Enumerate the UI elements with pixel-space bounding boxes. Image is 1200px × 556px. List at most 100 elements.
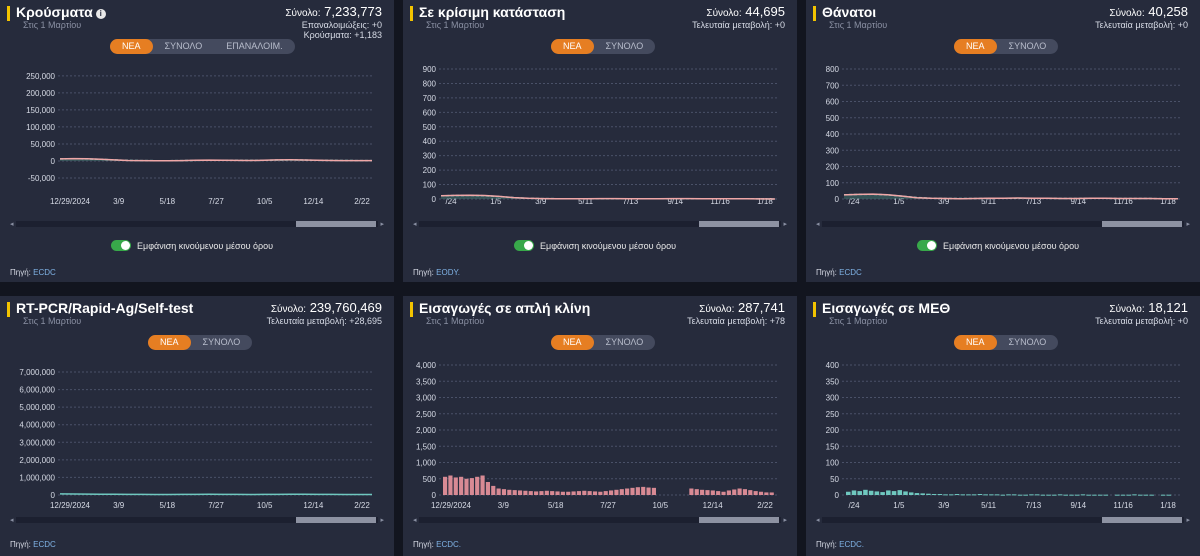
bar: [576, 491, 582, 495]
y-tick-label: 150,000: [26, 106, 55, 115]
toggle-switch[interactable]: [111, 240, 131, 251]
total-value: 18,121: [1148, 300, 1188, 315]
tab-total[interactable]: ΣΥΝΟΛΟ: [605, 41, 644, 51]
bar: [931, 494, 937, 496]
y-tick-label: 50,000: [31, 140, 56, 149]
bar: [977, 494, 983, 496]
total-value: 44,695: [745, 4, 785, 19]
x-tick-label: 1/5: [893, 501, 905, 510]
scroll-thumb[interactable]: [1102, 221, 1182, 227]
bar: [625, 488, 630, 495]
bar: [1103, 494, 1109, 496]
bar: [635, 487, 640, 495]
moving-average-toggle[interactable]: Εμφάνιση κινούμενου μέσου όρου: [514, 240, 676, 251]
x-tick-label: 12/14: [303, 197, 324, 206]
toggle-switch[interactable]: [514, 240, 534, 251]
chart-scrollbar[interactable]: ◂ ▸: [10, 220, 384, 228]
chart-scrollbar[interactable]: ◂ ▸: [816, 516, 1190, 524]
y-tick-label: 400: [826, 130, 840, 139]
scroll-thumb[interactable]: [1102, 517, 1182, 523]
source-link[interactable]: ECDC: [33, 268, 56, 277]
scroll-left-icon: ◂: [10, 517, 14, 524]
x-tick-label: /24: [848, 501, 860, 510]
source-link[interactable]: ECDC: [839, 268, 862, 277]
moving-average-toggle[interactable]: Εμφάνιση κινούμενου μέσου όρου: [917, 240, 1079, 251]
bar: [464, 478, 469, 495]
bar: [1017, 494, 1023, 496]
bar: [868, 490, 874, 495]
bar: [732, 489, 737, 495]
bar: [689, 488, 694, 495]
source-link[interactable]: ECDC: [33, 540, 56, 549]
y-tick-label: 500: [423, 123, 437, 132]
source-link[interactable]: EODY.: [436, 268, 461, 277]
tab-new[interactable]: ΝΕΑ: [954, 335, 997, 350]
y-tick-label: 800: [423, 79, 437, 88]
scroll-left-icon: ◂: [816, 221, 820, 228]
y-tick-label: 3,000,000: [19, 438, 55, 447]
toggle-switch[interactable]: [917, 240, 937, 251]
x-tick-label: 9/14: [1070, 197, 1086, 206]
bar: [908, 492, 914, 495]
tab-new[interactable]: ΝΕΑ: [148, 335, 191, 350]
bar: [937, 494, 943, 496]
scroll-thumb[interactable]: [296, 517, 376, 523]
y-tick-label: 500: [826, 114, 840, 123]
x-tick-label: 7/13: [1026, 197, 1042, 206]
chart-scrollbar[interactable]: ◂ ▸: [413, 220, 787, 228]
bar: [748, 490, 753, 495]
tab-new[interactable]: ΝΕΑ: [551, 39, 594, 54]
source-link[interactable]: ECDC.: [839, 540, 865, 549]
info-icon[interactable]: i: [95, 9, 106, 19]
y-tick-label: 500: [423, 475, 437, 484]
tab-total[interactable]: ΣΥΝΟΛΟ: [605, 337, 644, 347]
bar: [710, 490, 715, 495]
bar: [1080, 494, 1086, 496]
title-accent: [813, 302, 816, 317]
tab-new[interactable]: ΝΕΑ: [110, 39, 153, 54]
bar: [517, 490, 523, 495]
x-tick-label: 7/27: [208, 197, 224, 206]
critical-card: 0 100 200 300 400 500 600 700 800 900/24 1/5 3/9 5/1…: [403, 0, 797, 282]
x-tick-label: 1/5: [490, 197, 502, 206]
chart-svg: 0 100 200 300 400 500 600 700 800 900/24 1/5 3/9 5/1…: [423, 65, 777, 206]
tab-total[interactable]: ΣΥΝΟΛΟ: [1008, 41, 1047, 51]
bar: [943, 494, 948, 496]
y-tick-label: 3,000: [416, 394, 437, 403]
x-tick-label: 2/22: [757, 501, 773, 510]
x-tick-label: 7/27: [600, 501, 616, 510]
source-link[interactable]: ECDC.: [436, 540, 462, 549]
x-tick-label: 3/9: [938, 197, 950, 206]
bar: [501, 489, 507, 495]
bar: [1029, 494, 1034, 496]
scroll-thumb[interactable]: [296, 221, 376, 227]
last-change-stat: Τελευταία μεταβολή: +0: [1095, 316, 1188, 326]
title-accent: [410, 302, 413, 317]
x-tick-label: /24: [445, 197, 457, 206]
bar: [989, 494, 994, 496]
chart-scrollbar[interactable]: ◂ ▸: [816, 220, 1190, 228]
y-tick-label: 0: [432, 195, 437, 204]
bar: [1097, 494, 1103, 496]
tab-reinfections[interactable]: ΕΠΑΝΑΛΟΙΜ.: [226, 41, 283, 51]
scroll-thumb[interactable]: [699, 517, 779, 523]
y-tick-label: 250: [826, 410, 840, 419]
scroll-right-icon: ▸: [380, 517, 384, 524]
chart-scrollbar[interactable]: ◂ ▸: [413, 516, 787, 524]
scroll-thumb[interactable]: [699, 221, 779, 227]
tests-card: 0 1,000,000 2,000,000 3,000,000 4,000,000 5,0…: [0, 296, 394, 556]
tab-total[interactable]: ΣΥΝΟΛΟ: [164, 41, 203, 51]
bar: [857, 491, 862, 495]
bar: [587, 491, 592, 495]
tab-total[interactable]: ΣΥΝΟΛΟ: [1008, 337, 1047, 347]
moving-average-toggle[interactable]: Εμφάνιση κινούμενου μέσου όρου: [111, 240, 273, 251]
tab-new[interactable]: ΝΕΑ: [954, 39, 997, 54]
tab-new[interactable]: ΝΕΑ: [551, 335, 594, 350]
y-tick-label: 100: [423, 181, 437, 190]
x-tick-label: 11/16: [1113, 501, 1133, 510]
tab-total[interactable]: ΣΥΝΟΛΟ: [202, 337, 241, 347]
bar: [886, 490, 891, 495]
bar: [966, 494, 971, 496]
x-tick-label: 5/11: [981, 501, 997, 510]
chart-scrollbar[interactable]: ◂ ▸: [10, 516, 384, 524]
